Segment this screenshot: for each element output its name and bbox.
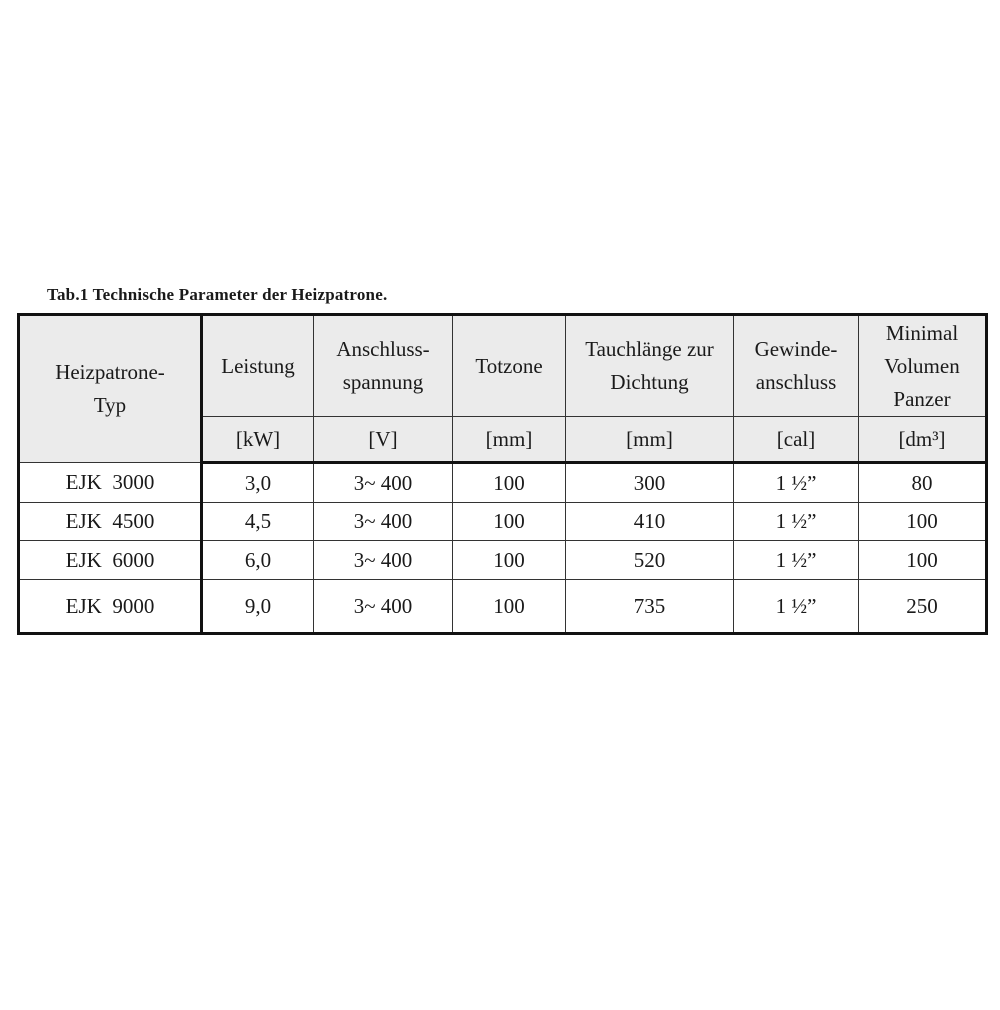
unit-immersion-length: [mm] <box>565 416 734 464</box>
header-deadzone: Totzone <box>452 314 566 417</box>
cell-type: EJK 3000 <box>18 462 203 503</box>
cell-immersion-length: 520 <box>565 540 734 580</box>
cell-voltage: 3~ 400 <box>313 502 453 541</box>
table-row: EJK 9000 9,0 3~ 400 100 735 1 ½” 250 <box>18 579 987 634</box>
header-power: Leistung <box>201 314 314 417</box>
header-min-volume: Minimal Volumen Panzer <box>858 314 987 417</box>
table-row: EJK 3000 3,0 3~ 400 100 300 1 ½” 80 <box>18 462 987 503</box>
header-immersion-length: Tauchlänge zur Dichtung <box>565 314 734 417</box>
header-type: Heizpatrone-Typ <box>18 314 203 463</box>
unit-thread: [cal] <box>733 416 859 464</box>
cell-type: EJK 6000 <box>18 540 203 580</box>
cell-deadzone: 100 <box>452 502 566 541</box>
parameters-table: Heizpatrone-Typ Leistung Anschluss-spann… <box>17 313 988 635</box>
cell-immersion-length: 410 <box>565 502 734 541</box>
cell-power: 6,0 <box>201 540 314 580</box>
cell-thread: 1 ½” <box>733 462 859 503</box>
cell-voltage: 3~ 400 <box>313 540 453 580</box>
unit-voltage: [V] <box>313 416 453 464</box>
unit-deadzone: [mm] <box>452 416 566 464</box>
table-caption: Tab.1 Technische Parameter der Heizpatro… <box>47 285 388 304</box>
cell-immersion-length: 735 <box>565 579 734 634</box>
cell-voltage: 3~ 400 <box>313 579 453 634</box>
cell-power: 3,0 <box>201 462 314 503</box>
unit-power: [kW] <box>201 416 314 464</box>
cell-deadzone: 100 <box>452 462 566 503</box>
header-voltage: Anschluss-spannung <box>313 314 453 417</box>
cell-immersion-length: 300 <box>565 462 734 503</box>
cell-deadzone: 100 <box>452 540 566 580</box>
unit-min-volume: [dm³] <box>858 416 987 464</box>
cell-power: 4,5 <box>201 502 314 541</box>
table-row: EJK 6000 6,0 3~ 400 100 520 1 ½” 100 <box>18 540 987 580</box>
cell-type: EJK 4500 <box>18 502 203 541</box>
cell-min-volume: 250 <box>858 579 987 634</box>
cell-min-volume: 100 <box>858 540 987 580</box>
cell-deadzone: 100 <box>452 579 566 634</box>
cell-thread: 1 ½” <box>733 579 859 634</box>
cell-thread: 1 ½” <box>733 502 859 541</box>
cell-thread: 1 ½” <box>733 540 859 580</box>
cell-min-volume: 100 <box>858 502 987 541</box>
cell-power: 9,0 <box>201 579 314 634</box>
header-thread: Gewinde-anschluss <box>733 314 859 417</box>
cell-type: EJK 9000 <box>18 579 203 634</box>
cell-min-volume: 80 <box>858 462 987 503</box>
cell-voltage: 3~ 400 <box>313 462 453 503</box>
table-row: EJK 4500 4,5 3~ 400 100 410 1 ½” 100 <box>18 502 987 541</box>
